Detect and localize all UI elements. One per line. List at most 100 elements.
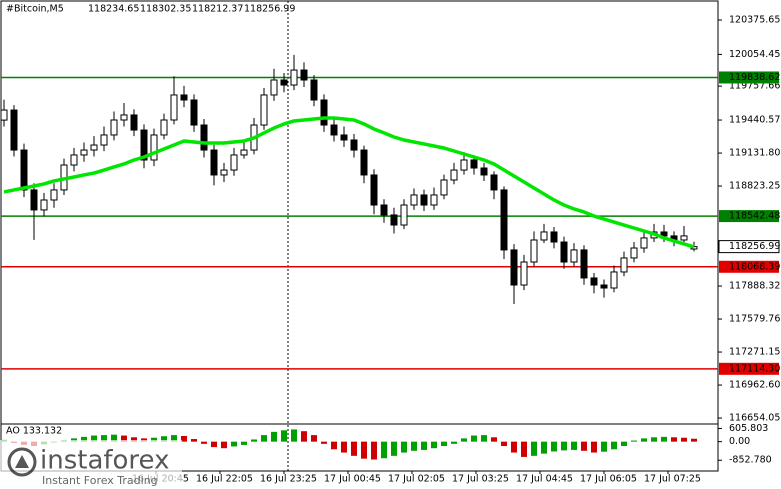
ao-bar <box>131 437 137 442</box>
candle-body <box>210 149 218 176</box>
candle <box>180 85 188 108</box>
indicator-label: AO 133.132 <box>6 426 62 437</box>
y-tick-label: 119440.57 <box>729 115 780 126</box>
candle-body <box>660 231 668 237</box>
candle-body <box>10 109 18 151</box>
ao-bar <box>501 441 507 447</box>
candle <box>390 207 398 234</box>
candle-body <box>340 134 348 141</box>
candle-body <box>540 231 548 241</box>
candle <box>210 144 218 186</box>
candle-body <box>270 79 278 96</box>
level-box <box>719 210 779 223</box>
candle <box>460 152 468 175</box>
candle <box>120 102 128 127</box>
x-tick-label: 17 Jul 07:25 <box>644 474 701 485</box>
symbol: #Bitcoin,M5 <box>6 4 64 15</box>
y-tick-label: 119757.66 <box>729 81 780 92</box>
candle-body <box>280 79 288 86</box>
candle <box>300 62 308 87</box>
candle <box>350 134 358 158</box>
candle-body <box>180 94 188 101</box>
ao-bar <box>111 434 117 442</box>
x-tick-label: 17 Jul 06:05 <box>580 474 637 485</box>
candle <box>230 147 238 176</box>
candle-body <box>40 199 48 211</box>
current-price-label: 118256.99 <box>729 241 780 252</box>
header-close: 118256.99 <box>244 4 295 15</box>
candle-body <box>90 144 98 151</box>
y-tick-label: 117579.76 <box>729 314 780 325</box>
candle <box>500 186 508 260</box>
ao-bar <box>561 441 567 451</box>
level-box <box>719 71 779 84</box>
candle-body <box>560 241 568 263</box>
candle <box>40 192 48 217</box>
ao-bar <box>81 436 87 442</box>
candle-body <box>420 194 428 206</box>
candle-body <box>320 99 328 126</box>
candle <box>170 76 178 125</box>
ao-bar <box>391 441 397 456</box>
candle <box>360 145 368 184</box>
y-tick-label: 119131.80 <box>729 148 780 159</box>
candle <box>530 231 538 267</box>
candle-body <box>70 154 78 166</box>
candle-body <box>580 249 588 279</box>
ao-bar <box>661 436 667 442</box>
candle-body <box>610 271 618 289</box>
y-tick-label: 120375.65 <box>729 15 780 26</box>
y-tick-label: 120054.45 <box>729 49 780 60</box>
ao-bar <box>241 441 247 445</box>
ao-bar <box>321 441 327 444</box>
candle <box>30 183 38 240</box>
ao-bar <box>91 435 97 442</box>
ao-bar <box>121 435 127 442</box>
watermark-bg <box>0 440 182 489</box>
ao-bar <box>351 441 357 456</box>
candle-body <box>310 79 318 101</box>
candle-body <box>520 261 528 286</box>
watermark-logo-mark <box>15 455 29 468</box>
ao-bar <box>411 441 417 451</box>
watermark-tagline: Instant Forex Trading <box>42 474 158 487</box>
ao-bar <box>671 437 677 442</box>
ao-bar <box>381 441 387 459</box>
candle-body <box>130 114 138 131</box>
candle <box>420 189 428 212</box>
candle-body <box>160 119 168 136</box>
candle <box>610 265 618 293</box>
candle-body <box>640 237 648 249</box>
candle-body <box>460 159 468 171</box>
candle <box>290 54 298 91</box>
ao-bar <box>251 439 257 442</box>
candle-body <box>100 134 108 146</box>
header: #Bitcoin,M5 118234.65 118302.35 118212.3… <box>6 4 295 15</box>
level-label: 118542.48 <box>729 211 780 222</box>
ao-bar <box>481 435 487 442</box>
ao-bar <box>371 441 377 460</box>
x-tick-label: 17 Jul 04:45 <box>516 474 573 485</box>
ao-bar <box>461 438 467 442</box>
candle-body <box>470 159 478 169</box>
ao-bar <box>181 435 187 442</box>
watermark-brand: instaforex <box>40 446 169 476</box>
candle <box>440 174 448 200</box>
candle-body <box>620 257 628 273</box>
candle <box>220 162 228 183</box>
candle-body <box>350 139 358 151</box>
candle <box>80 142 88 162</box>
ao-bar <box>431 441 437 449</box>
ao-bar <box>311 435 317 442</box>
candle-body <box>260 94 268 126</box>
candle-body <box>150 134 158 161</box>
candle <box>270 68 278 101</box>
header-high: 118302.35 <box>140 4 191 15</box>
ao-bar <box>281 430 287 442</box>
candle <box>550 227 558 249</box>
candle-body <box>410 194 418 206</box>
candle <box>410 188 418 210</box>
x-tick-label: 17 Jul 03:25 <box>452 474 509 485</box>
candle <box>400 199 408 230</box>
level-label: 118068.39 <box>729 261 780 272</box>
